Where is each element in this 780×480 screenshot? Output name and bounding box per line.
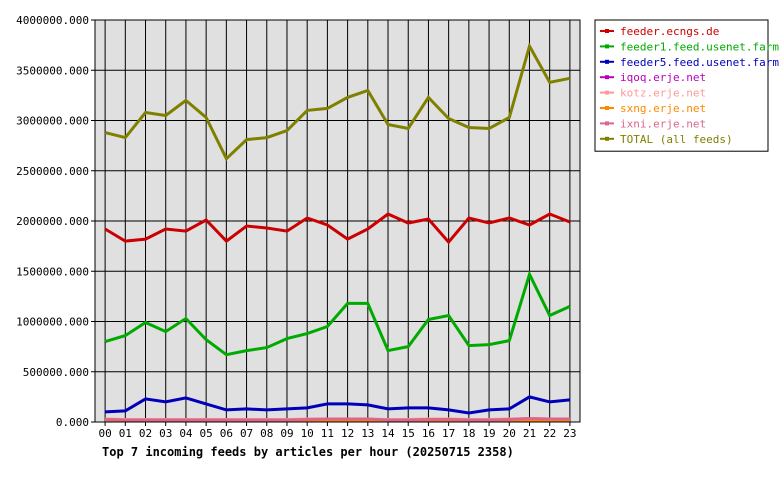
x-tick-label: 03: [159, 427, 172, 440]
x-tick-label: 17: [442, 427, 455, 440]
x-tick-label: 21: [523, 427, 536, 440]
legend-label: TOTAL (all feeds): [620, 133, 733, 146]
legend-marker: [605, 136, 609, 141]
series-line: [105, 416, 570, 422]
x-tick-label: 12: [341, 427, 354, 440]
x-tick-label: 14: [381, 427, 395, 440]
series-line: [105, 395, 571, 415]
x-tick-label: 13: [361, 427, 374, 440]
x-tick-label: 05: [200, 427, 213, 440]
legend-label: feeder5.feed.usenet.farm: [620, 56, 779, 69]
x-tick-label: 22: [543, 427, 556, 440]
x-tick-label: 02: [139, 427, 152, 440]
legend-marker: [605, 44, 609, 49]
legend-label: kotz.erje.net: [620, 87, 706, 100]
y-tick-label: 1500000.000: [16, 265, 89, 278]
series-line: [104, 270, 571, 357]
x-tick-label: 18: [462, 427, 475, 440]
y-axis-ticks: 0.000 500000.000 1000000.000 1500000.000 200…: [16, 14, 95, 429]
series-line: [104, 212, 571, 245]
legend-marker: [605, 59, 609, 64]
x-tick-label: 23: [563, 427, 576, 440]
x-tick-label: 08: [260, 427, 273, 440]
y-tick-label: 2000000.000: [16, 215, 89, 228]
chart-title: Top 7 incoming feeds by articles per hou…: [102, 445, 514, 459]
y-tick-label: 3500000.000: [16, 64, 89, 77]
x-tick-label: 09: [280, 427, 293, 440]
x-tick-label: 20: [503, 427, 516, 440]
legend-label: iqoq.erje.net: [620, 71, 706, 84]
y-tick-label: 4000000.000: [16, 14, 89, 27]
x-tick-label: 00: [98, 427, 111, 440]
legend-marker: [605, 29, 609, 33]
x-tick-label: 19: [482, 427, 495, 440]
legend-marker: [605, 90, 609, 95]
legend-label: ixni.erje.net: [620, 117, 706, 130]
legend: feeder.ecngs.de feeder1.feed.usenet.farm f…: [594, 19, 779, 152]
y-tick-label: 3000000.000: [16, 115, 89, 128]
legend-marker: [605, 106, 609, 110]
x-tick-label: 06: [220, 427, 233, 440]
x-tick-label: 07: [240, 427, 253, 440]
x-tick-label: 11: [321, 427, 334, 440]
legend-label: sxng.erje.net: [620, 102, 706, 115]
legend-box: [594, 19, 769, 152]
x-axis-ticks: 00 01 02 03 04 05 06 07 08 09 10 11 12 13 14 15 16 17 18 19…: [98, 422, 577, 440]
legend-label: feeder1.feed.usenet.farm: [620, 40, 779, 53]
legend-marker: [605, 75, 609, 80]
x-tick-label: 01: [119, 427, 132, 440]
x-tick-label: 15: [402, 427, 415, 440]
x-tick-label: 04: [179, 427, 193, 440]
legend-marker: [605, 121, 609, 126]
x-tick-label: 10: [301, 427, 314, 440]
x-tick-label: 16: [422, 427, 435, 440]
y-tick-label: 0.000: [56, 416, 89, 429]
series-lines: [104, 42, 571, 422]
plot-border: [94, 19, 581, 423]
y-tick-label: 500000.000: [23, 366, 89, 379]
y-tick-label: 2500000.000: [16, 165, 89, 178]
y-tick-label: 1000000.000: [16, 316, 89, 329]
series-line: [104, 42, 571, 162]
legend-label: feeder.ecngs.de: [620, 25, 719, 38]
